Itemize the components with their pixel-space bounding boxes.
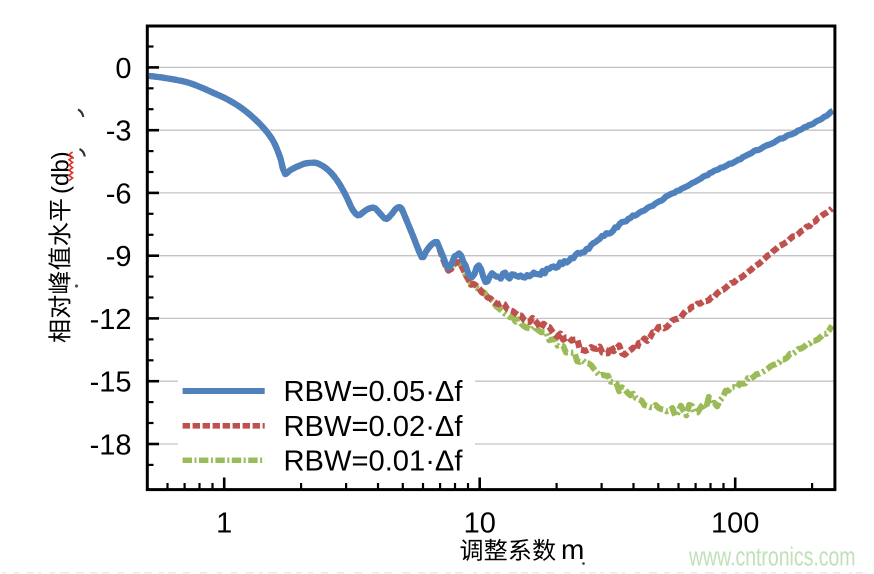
svg-text:(db): (db)	[48, 151, 75, 194]
svg-text:100: 100	[711, 508, 759, 540]
svg-text:-3: -3	[106, 116, 132, 148]
svg-text:RBW=0.02·Δf: RBW=0.02·Δf	[284, 411, 463, 443]
svg-text:-15: -15	[90, 367, 132, 399]
svg-text:-12: -12	[90, 304, 132, 336]
svg-text:-9: -9	[106, 241, 132, 273]
svg-text:0: 0	[115, 53, 131, 85]
svg-text:RBW=0.05·Δf: RBW=0.05·Δf	[284, 376, 463, 408]
svg-text:-6: -6	[106, 178, 132, 210]
svg-text:www.cntronics.com: www.cntronics.com	[688, 544, 855, 572]
svg-text:1: 1	[216, 508, 232, 540]
svg-text:-18: -18	[90, 430, 132, 462]
svg-text:10: 10	[464, 508, 496, 540]
svg-text:m: m	[561, 534, 584, 565]
svg-text:RBW=0.01·Δf: RBW=0.01·Δf	[284, 445, 463, 477]
